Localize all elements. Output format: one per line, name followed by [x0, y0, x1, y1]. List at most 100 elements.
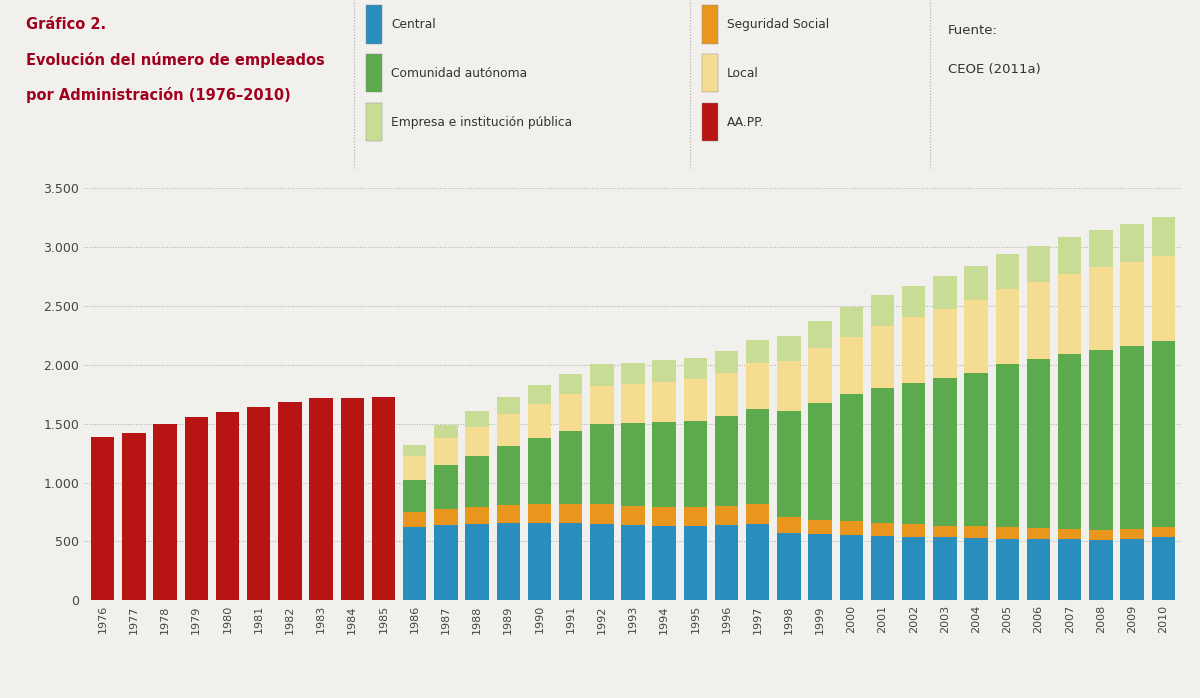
Bar — [434, 465, 457, 509]
Bar — [715, 351, 738, 373]
Bar — [403, 445, 426, 456]
Bar — [590, 364, 613, 386]
Bar — [1090, 267, 1112, 350]
Bar — [1027, 359, 1050, 528]
Bar — [310, 398, 332, 600]
Bar — [840, 394, 863, 521]
Bar — [528, 438, 551, 504]
Bar — [559, 504, 582, 524]
Bar — [590, 386, 613, 424]
Bar — [466, 524, 488, 600]
Bar — [934, 276, 956, 309]
Bar — [840, 535, 863, 600]
Bar — [996, 254, 1019, 289]
Bar — [871, 325, 894, 388]
Bar — [590, 424, 613, 504]
Bar — [372, 396, 395, 600]
Bar — [497, 524, 520, 600]
Bar — [559, 431, 582, 504]
Bar — [746, 363, 769, 409]
Bar — [1058, 528, 1081, 539]
Bar — [778, 517, 800, 533]
Bar — [466, 411, 488, 426]
Bar — [902, 537, 925, 600]
Bar — [1152, 256, 1175, 341]
Bar — [216, 412, 239, 600]
Bar — [965, 526, 988, 538]
Bar — [1121, 262, 1144, 346]
Bar — [809, 520, 832, 535]
Bar — [1090, 230, 1112, 267]
Bar — [559, 524, 582, 600]
Bar — [934, 526, 956, 537]
Bar — [653, 526, 676, 600]
Bar — [528, 504, 551, 523]
Bar — [996, 539, 1019, 600]
Bar — [278, 402, 301, 600]
Bar — [871, 388, 894, 524]
Bar — [1152, 217, 1175, 256]
Bar — [1121, 346, 1144, 529]
Bar — [778, 533, 800, 600]
Bar — [403, 527, 426, 600]
Bar — [996, 527, 1019, 539]
Bar — [622, 362, 644, 385]
Bar — [809, 403, 832, 520]
Bar — [653, 360, 676, 382]
Bar — [715, 416, 738, 505]
Bar — [778, 411, 800, 517]
Bar — [653, 422, 676, 507]
Text: AA.PP.: AA.PP. — [727, 116, 764, 128]
Bar — [684, 357, 707, 379]
Bar — [247, 408, 270, 600]
Text: Evolución del número de empleados: Evolución del número de empleados — [26, 52, 325, 68]
Bar — [590, 504, 613, 524]
Bar — [434, 509, 457, 525]
Bar — [715, 505, 738, 525]
Bar — [902, 524, 925, 537]
Bar — [653, 507, 676, 526]
Bar — [341, 398, 364, 600]
Bar — [1027, 528, 1050, 539]
Bar — [840, 521, 863, 535]
Bar — [528, 403, 551, 438]
Bar — [1090, 530, 1112, 540]
Bar — [746, 340, 769, 363]
Bar — [466, 456, 488, 507]
Bar — [559, 394, 582, 431]
Bar — [497, 505, 520, 524]
Bar — [434, 425, 457, 438]
Bar — [934, 309, 956, 378]
Bar — [715, 525, 738, 600]
Bar — [403, 456, 426, 480]
Bar — [1027, 282, 1050, 359]
Bar — [1058, 539, 1081, 600]
Bar — [778, 361, 800, 411]
Bar — [1090, 540, 1112, 600]
Bar — [590, 524, 613, 600]
Bar — [622, 423, 644, 505]
Bar — [778, 336, 800, 361]
Bar — [1058, 355, 1081, 528]
Bar — [684, 507, 707, 526]
Bar — [528, 385, 551, 403]
Bar — [91, 437, 114, 600]
Bar — [434, 525, 457, 600]
Bar — [497, 446, 520, 505]
Bar — [1152, 527, 1175, 537]
Bar — [965, 300, 988, 373]
Bar — [809, 535, 832, 600]
Text: CEOE (2011a): CEOE (2011a) — [948, 63, 1040, 76]
Bar — [497, 396, 520, 415]
Bar — [1027, 246, 1050, 282]
Bar — [902, 383, 925, 524]
Bar — [902, 318, 925, 383]
Bar — [746, 524, 769, 600]
Bar — [871, 295, 894, 325]
Bar — [528, 523, 551, 600]
Text: Fuente:: Fuente: — [948, 24, 998, 38]
Bar — [185, 417, 208, 600]
Bar — [1121, 539, 1144, 600]
Bar — [1058, 274, 1081, 355]
Text: Seguridad Social: Seguridad Social — [727, 18, 829, 31]
